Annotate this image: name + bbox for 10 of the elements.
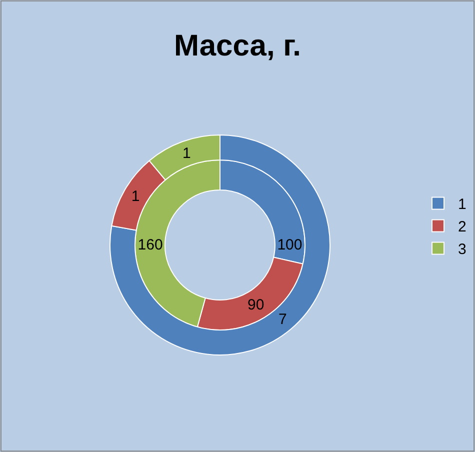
data-label: 1: [182, 144, 191, 162]
legend-label: 2: [458, 218, 466, 236]
legend-label: 3: [458, 241, 466, 258]
data-label: 90: [248, 296, 264, 314]
data-label: 160: [138, 236, 163, 254]
data-label: 7: [278, 311, 287, 328]
legend-label: 1: [458, 196, 466, 214]
data-label: 100: [277, 236, 302, 254]
data-label: 1: [131, 188, 140, 205]
chart-title: Масса, г.: [174, 30, 301, 62]
